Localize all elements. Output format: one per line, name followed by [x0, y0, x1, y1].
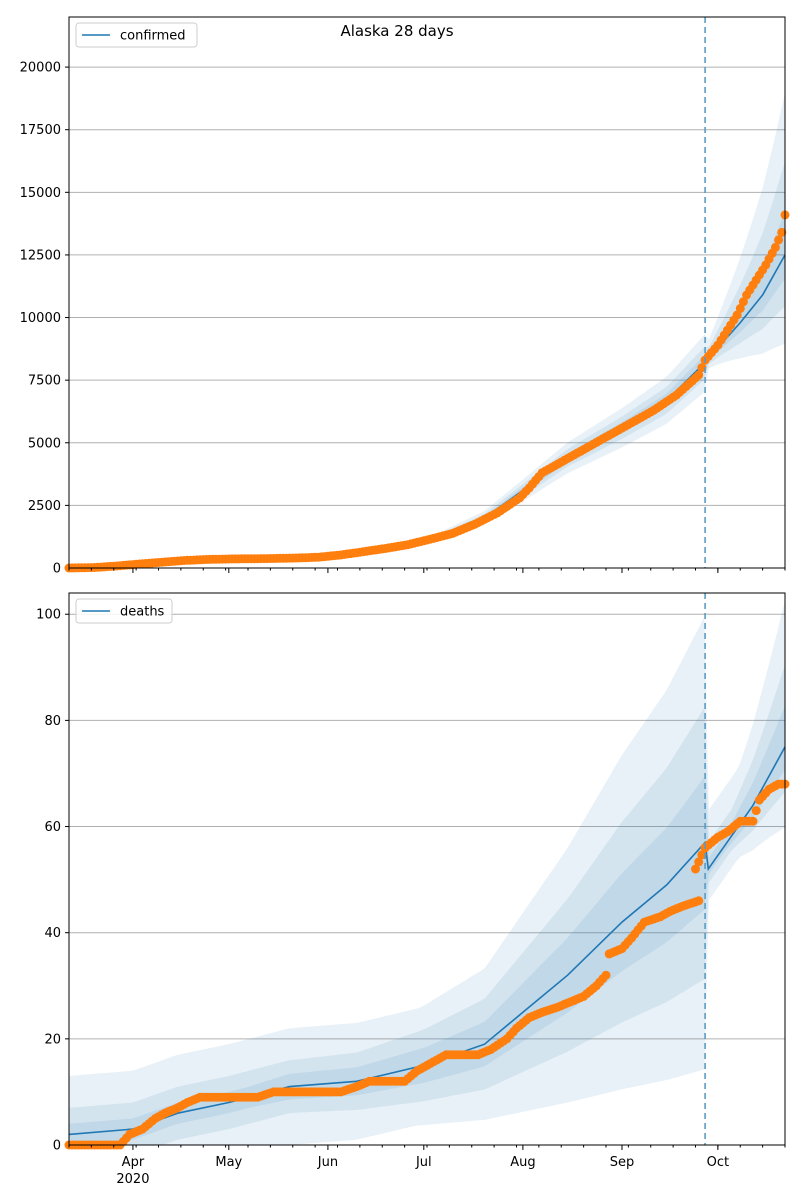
x-tick-label: Aug: [510, 1155, 535, 1170]
x-tick-label: Apr: [122, 1155, 145, 1170]
y-tick-label: 2500: [28, 499, 61, 514]
legend-box: [75, 598, 173, 624]
observed-point: [751, 806, 761, 816]
x-tick-label: Oct: [707, 1155, 729, 1170]
y-tick-label: 20: [44, 1032, 61, 1047]
y-tick-label: 0: [53, 1139, 61, 1154]
y-tick-label: 40: [44, 926, 61, 941]
observed-point: [697, 850, 707, 860]
observed-point: [738, 297, 748, 307]
y-tick-label: 15000: [20, 186, 61, 201]
y-tick-label: 5000: [28, 436, 61, 451]
observed-point: [748, 816, 758, 826]
observed-point: [777, 227, 787, 237]
observed-point: [694, 370, 704, 380]
x-tick-year-label: 2020: [116, 1172, 149, 1187]
y-tick-label: 100: [36, 608, 61, 623]
x-tick-label: Sep: [610, 1155, 635, 1170]
confidence-band: [69, 664, 785, 1145]
observed-point: [691, 864, 700, 874]
x-tick-label: Jun: [317, 1155, 338, 1170]
observed-point: [770, 242, 780, 252]
observed-point: [774, 235, 784, 245]
legend-label: deaths: [120, 605, 165, 620]
x-tick-label: May: [215, 1155, 242, 1170]
legend-label: confirmed: [120, 29, 186, 44]
deaths-panel: 0 20 40 60 80 100 Apr 2020 May Jun Jul Aug Sep Oct dea…: [36, 592, 790, 1187]
observed-point: [697, 363, 707, 373]
observed-point: [694, 896, 704, 906]
confirmed-panel: 0 2500 5000 7500 10000 12500 15000 17500 20000 co…: [20, 16, 790, 577]
legend: confirmed: [75, 22, 198, 48]
y-tick-label: 10000: [20, 311, 61, 326]
observed-point: [735, 303, 745, 313]
observed-point: [601, 970, 611, 980]
y-tick-label: 20000: [20, 61, 61, 76]
confidence-band: [69, 92, 785, 569]
confidence-band: [69, 600, 785, 1145]
y-tick-label: 0: [53, 562, 61, 577]
y-tick-label: 17500: [20, 123, 61, 138]
chart-title: Alaska 28 days: [340, 22, 453, 40]
legend: deaths: [75, 598, 173, 624]
y-tick-label: 80: [44, 714, 61, 729]
model-line: [68, 746, 786, 1136]
y-tick-label: 12500: [20, 248, 61, 263]
x-tick-label: Jul: [415, 1155, 432, 1170]
y-tick-label: 7500: [28, 374, 61, 389]
legend-box: [75, 22, 198, 48]
observed-point: [694, 857, 704, 867]
y-tick-label: 60: [44, 820, 61, 835]
